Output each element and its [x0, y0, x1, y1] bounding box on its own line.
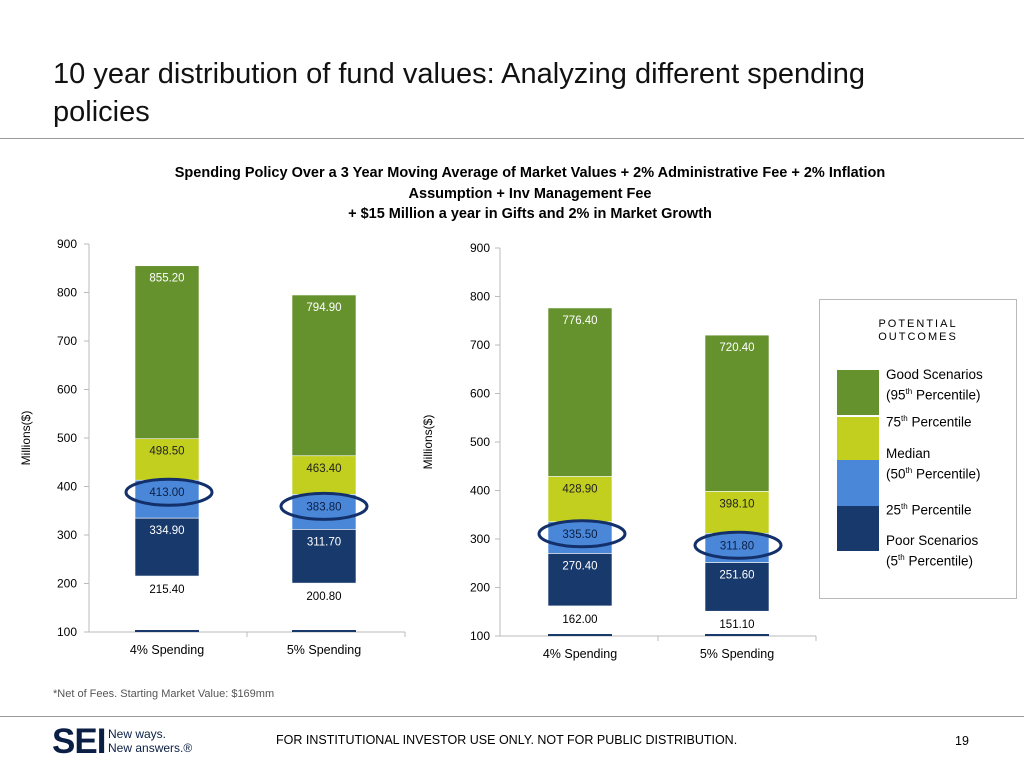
chart2-bar-2-segment-p75: [704, 491, 770, 534]
legend-poor-name: Poor Scenarios: [886, 533, 979, 548]
tagline-line-1: New ways.: [108, 727, 167, 741]
chart1-bar-2-segment-p50: [291, 494, 357, 530]
chart2-bar-1-label-p75: 428.90: [562, 483, 597, 495]
chart1-ylabel: Millions($): [19, 411, 33, 466]
chart1-bar-2-label-p75: 463.40: [306, 463, 341, 475]
chart1-bar-1-segment-p95: [134, 265, 200, 440]
chart1-ytick-label: 400: [57, 480, 77, 494]
subtitle-line-3: + $15 Million a year in Gifts and 2% in …: [348, 206, 712, 222]
legend-good-name: Good Scenarios: [886, 367, 983, 382]
chart1-bar-2-segment-p75: [291, 455, 357, 495]
chart2-ytick-label: 300: [470, 532, 490, 546]
chart2-bar-1-segment-p95: [547, 307, 613, 477]
footer-divider: [0, 716, 1024, 717]
chart1-bar-1-segment-p75: [134, 438, 200, 481]
chart1-ytick-label: 100: [57, 625, 77, 639]
sei-logo: SEI: [52, 722, 106, 761]
chart2-bar-2-median-highlight: [693, 530, 783, 560]
chart2-bar-1-label-p5: 162.00: [562, 614, 597, 626]
legend-swatch-p25: [837, 506, 879, 551]
chart2-ytick-label: 400: [470, 484, 490, 498]
chart1-category-label-1: 4% Spending: [130, 643, 204, 657]
chart1-bar-2-label-p25: 311.70: [307, 536, 341, 548]
chart-subtitle: Spending Policy Over a 3 Year Moving Ave…: [100, 163, 960, 225]
legend-heading-line-2: OUTCOMES: [878, 331, 958, 343]
chart1-ytick-label: 900: [57, 237, 77, 251]
chart2-ytick-label: 100: [470, 629, 490, 643]
subtitle-line-2: Assumption + Inv Management Fee: [408, 185, 652, 202]
legend-heading: POTENTIAL OUTCOMES: [820, 318, 1016, 344]
chart2-bar-2-label-p25: 251.60: [719, 569, 754, 581]
chart1-ytick-label: 800: [57, 286, 77, 300]
chart1-bar-1-label-p50: 413.00: [149, 487, 184, 499]
chart2-bar-1-segment-p25: [547, 553, 613, 607]
chart1-bar-2-label-p5: 200.80: [306, 591, 341, 603]
logo-tagline: New ways. New answers.®: [108, 727, 192, 755]
legend-label-p75: 75th Percentile: [886, 414, 972, 430]
chart2-bar-1-label-p95: 776.40: [562, 315, 597, 327]
chart1-bar-1-label-p75: 498.50: [149, 446, 184, 458]
legend-label-median: Median (50th Percentile): [886, 445, 980, 483]
chart2-ytick-label: 200: [470, 581, 490, 595]
chart1-ytick-label: 500: [57, 431, 77, 445]
legend-heading-line-1: POTENTIAL: [878, 318, 958, 330]
legend-good-pct: (95th Percentile): [886, 387, 981, 403]
chart1-ytick-label: 300: [57, 528, 77, 542]
legend-label-good: Good Scenarios (95th Percentile): [886, 366, 983, 404]
legend-swatch-good: [837, 370, 879, 415]
footnote: *Net of Fees. Starting Market Value: $16…: [53, 688, 275, 700]
chart2-ytick-label: 800: [470, 290, 490, 304]
legend-median-name: Median: [886, 446, 931, 461]
distribution-disclaimer: FOR INSTITUTIONAL INVESTOR USE ONLY. NOT…: [276, 733, 738, 747]
chart1-bar-2-segment-p25: [291, 529, 357, 584]
chart2-ytick-label: 900: [470, 241, 490, 255]
chart2-category-label-1: 4% Spending: [543, 647, 617, 661]
legend-poor-pct: (5th Percentile): [886, 553, 973, 569]
chart1-ytick-label: 700: [57, 334, 77, 348]
legend-swatch-median: [837, 460, 879, 506]
chart2-category-label-2: 5% Spending: [700, 647, 774, 661]
chart2-ytick-label: 500: [470, 435, 490, 449]
tagline-line-2: New answers.®: [108, 741, 193, 755]
chart2-ylabel: Millions($): [421, 415, 435, 470]
chart2-bar-2-label-p50: 311.80: [720, 540, 754, 552]
legend-box: POTENTIAL OUTCOMES Good Scenarios (95th …: [819, 299, 1017, 599]
chart1-category-label-2: 5% Spending: [287, 643, 361, 657]
chart1-bar-1-label-p25: 334.90: [149, 525, 184, 537]
legend-swatch-p75: [837, 417, 879, 460]
chart1-bar-1-label-p5: 215.40: [149, 584, 184, 596]
chart1-bar-2-label-p95: 794.90: [306, 302, 341, 314]
chart1-ytick-label: 600: [57, 383, 77, 397]
legend-median-pct: (50th Percentile): [886, 466, 981, 482]
page-title: 10 year distribution of fund values: Ana…: [53, 58, 865, 128]
chart1-bar-2-label-p50: 383.80: [306, 501, 341, 513]
chart2-bar-2-segment-p95: [704, 334, 770, 492]
chart1-bar-1-segment-p50: [134, 479, 200, 519]
chart2-bar-2-label-p75: 398.10: [719, 498, 754, 510]
chart2-ytick-label: 700: [470, 338, 490, 352]
chart2-ytick-label: 600: [470, 387, 490, 401]
page-number: 19: [955, 734, 969, 748]
chart2-bar-1-label-p50: 335.50: [562, 529, 597, 541]
chart1-bar-1-segment-p25: [134, 517, 200, 577]
chart1-ytick-label: 200: [57, 577, 77, 591]
chart2-bar-2-label-p95: 720.40: [719, 342, 754, 354]
legend-label-poor: Poor Scenarios (5th Percentile): [886, 532, 978, 570]
subtitle-line-1: Spending Policy Over a 3 Year Moving Ave…: [174, 165, 886, 181]
chart1-bar-1-label-p95: 855.20: [149, 273, 184, 285]
chart1-bar-1-median-highlight: [124, 477, 214, 507]
chart1-bar-2-segment-p95: [291, 294, 357, 457]
chart1-bar-2-median-highlight: [279, 491, 369, 521]
chart2-bar-1-label-p25: 270.40: [562, 560, 597, 572]
title-divider: [0, 138, 1024, 139]
chart2-bar-1-median-highlight: [537, 519, 627, 549]
legend-label-p25: 25th Percentile: [886, 502, 972, 518]
chart2-bar-2-label-p5: 151.10: [719, 619, 754, 631]
